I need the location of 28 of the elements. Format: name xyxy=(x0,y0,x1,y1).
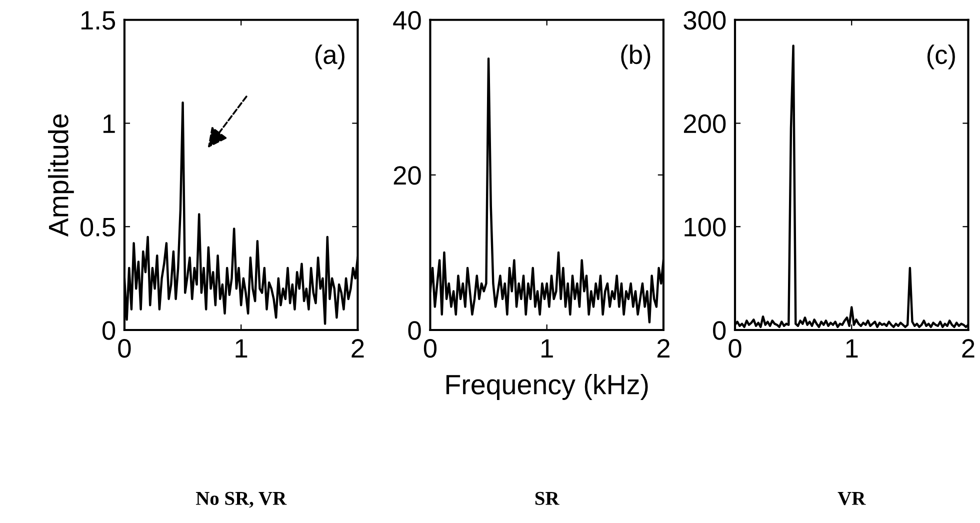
annotation: (b) xyxy=(621,44,650,70)
y-tick-label: 1.5 xyxy=(81,11,116,30)
y-tick-label: 100 xyxy=(684,218,726,236)
x-tick-label: 0 xyxy=(424,339,437,358)
y-tick-label: 0 xyxy=(102,321,116,340)
x-tick-label: 0 xyxy=(118,339,131,358)
x-tick-label: 1 xyxy=(236,339,248,358)
y-tick-label: 0 xyxy=(408,321,421,340)
y-tick-label: 0 xyxy=(713,321,726,340)
x-tick-label: 2 xyxy=(657,339,670,358)
y-tick-label: 300 xyxy=(684,11,726,30)
x-axis-title: Frequency (kHz) xyxy=(446,374,648,400)
text: VR xyxy=(838,492,866,506)
annotation: (c) xyxy=(927,44,955,70)
x-tick-label: 2 xyxy=(962,339,974,358)
text: No SR, VR xyxy=(196,492,287,508)
x-tick-label: 0 xyxy=(728,339,742,358)
y-tick-label: 1 xyxy=(103,114,115,133)
y-axis-title: Amplitude xyxy=(48,114,74,237)
annotation: (a) xyxy=(315,44,344,70)
x-tick-label: 1 xyxy=(542,339,553,358)
y-tick-label: 0.5 xyxy=(80,218,116,236)
y-tick-label: 40 xyxy=(393,11,421,30)
x-tick-label: 2 xyxy=(352,339,364,358)
y-tick-label: 200 xyxy=(684,114,726,134)
text: SR xyxy=(535,492,560,505)
x-tick-label: 1 xyxy=(846,339,858,358)
y-tick-label: 20 xyxy=(394,166,421,185)
